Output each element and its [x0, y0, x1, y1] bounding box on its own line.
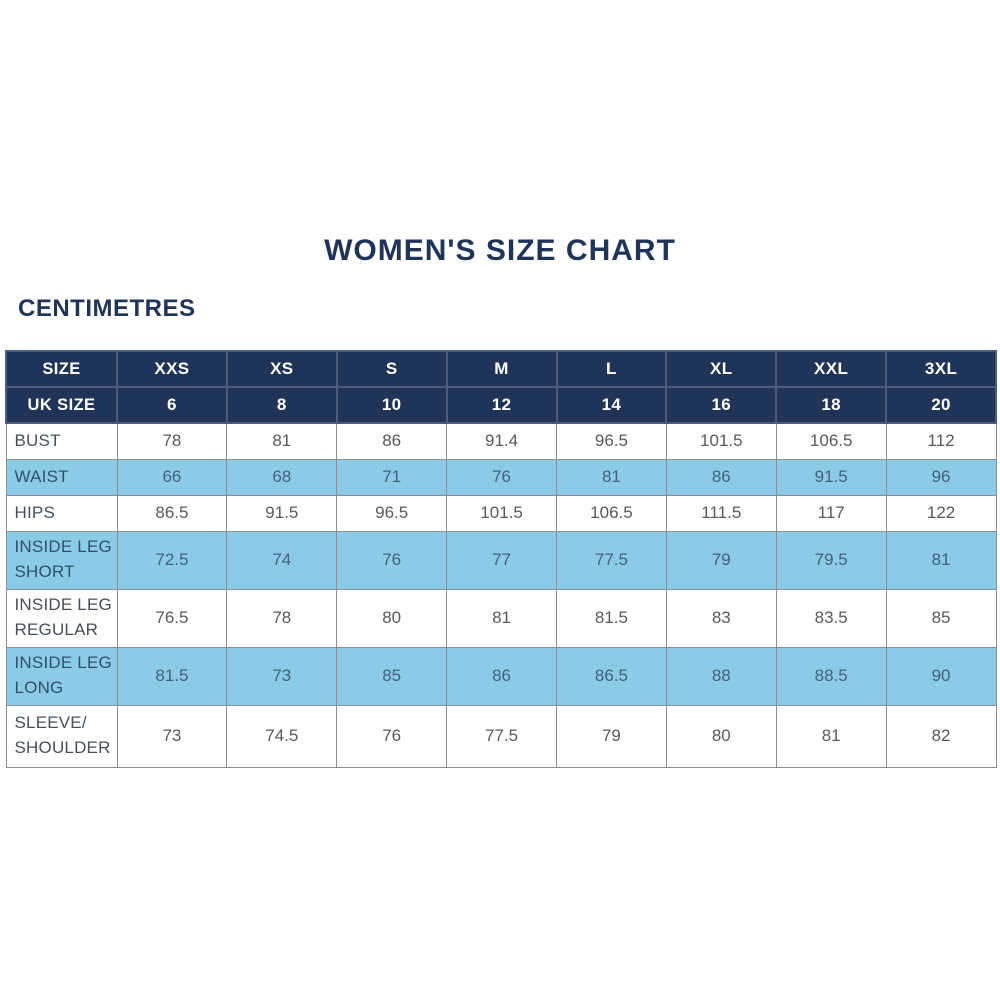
- measurement-value-cell: 111.5: [665, 494, 777, 532]
- measurement-value-cell: 81: [885, 530, 997, 590]
- table-header: SIZE XXS XS S M L XL XXL 3XL UK SIZE 6 8 10 12 14 16 18 2…: [5, 350, 997, 424]
- measurement-row-label: SLEEVE/ SHOULDER: [5, 704, 118, 768]
- measurement-value-cell: 85: [336, 646, 448, 706]
- measurement-value-cell: 77: [446, 530, 557, 590]
- uk-size-column-header: 6: [116, 386, 228, 424]
- size-header-label: SIZE: [5, 350, 118, 388]
- uk-size-column-header: 16: [665, 386, 778, 424]
- table-row: WAIST 66 68 71 76 81 86 91.5 96: [5, 458, 997, 496]
- measurement-value-cell: 91.5: [226, 494, 338, 532]
- measurement-value-cell: 81: [226, 422, 338, 460]
- measurement-value-cell: 86: [336, 422, 448, 460]
- size-column-header: 3XL: [885, 350, 997, 388]
- measurement-value-cell: 91.5: [775, 458, 887, 496]
- measurement-row-label: HIPS: [5, 494, 118, 532]
- measurement-value-cell: 79: [665, 530, 777, 590]
- uk-size-column-header: 20: [885, 386, 997, 424]
- measurement-value-cell: 83: [665, 588, 777, 648]
- table-row: SLEEVE/ SHOULDER 73 74.5 76 77.5 79 80 81 82: [5, 704, 997, 768]
- measurement-value-cell: 106.5: [775, 422, 887, 460]
- measurement-value-cell: 81: [446, 588, 557, 648]
- measurement-value-cell: 96.5: [336, 494, 448, 532]
- table-row: HIPS 86.5 91.5 96.5 101.5 106.5 111.5 117 122: [5, 494, 997, 532]
- unit-label: CENTIMETRES: [18, 295, 196, 322]
- size-column-header: XL: [665, 350, 778, 388]
- measurement-value-cell: 91.4: [446, 422, 557, 460]
- uk-size-header-label: UK SIZE: [5, 386, 118, 424]
- measurement-value-cell: 80: [336, 588, 448, 648]
- measurement-value-cell: 76.5: [116, 588, 228, 648]
- measurement-value-cell: 86.5: [116, 494, 228, 532]
- measurement-value-cell: 86: [665, 458, 777, 496]
- measurement-value-cell: 96: [885, 458, 997, 496]
- measurement-value-cell: 78: [226, 588, 338, 648]
- uk-size-column-header: 14: [555, 386, 668, 424]
- measurement-value-cell: 74: [226, 530, 338, 590]
- measurement-value-cell: 81: [556, 458, 667, 496]
- measurement-value-cell: 81.5: [556, 588, 667, 648]
- measurement-value-cell: 81.5: [116, 646, 228, 706]
- measurement-value-cell: 73: [226, 646, 338, 706]
- measurement-value-cell: 85: [885, 588, 997, 648]
- measurement-row-label: BUST: [5, 422, 118, 460]
- measurement-value-cell: 73: [116, 704, 228, 768]
- measurement-value-cell: 86: [446, 646, 557, 706]
- measurement-value-cell: 106.5: [556, 494, 667, 532]
- measurement-value-cell: 78: [116, 422, 228, 460]
- measurement-value-cell: 90: [885, 646, 997, 706]
- measurement-value-cell: 101.5: [665, 422, 777, 460]
- table-body: BUST 78 81 86 91.4 96.5 101.5 106.5 112 WAIST 66 68…: [5, 422, 997, 768]
- measurement-value-cell: 117: [775, 494, 887, 532]
- measurement-value-cell: 79.5: [775, 530, 887, 590]
- measurement-value-cell: 77.5: [446, 704, 557, 768]
- uk-size-column-header: 8: [225, 386, 338, 424]
- measurement-value-cell: 79: [556, 704, 667, 768]
- size-column-header: L: [555, 350, 668, 388]
- measurement-value-cell: 76: [336, 704, 448, 768]
- measurement-value-cell: 88.5: [775, 646, 887, 706]
- page-title: WOMEN'S SIZE CHART: [324, 234, 676, 267]
- table-row: INSIDE LEG REGULAR 76.5 78 80 81 81.5 83 83.5 85: [5, 588, 997, 648]
- uk-size-column-header: 10: [335, 386, 448, 424]
- measurement-value-cell: 74.5: [226, 704, 338, 768]
- size-chart-table: SIZE XXS XS S M L XL XXL 3XL UK SIZE 6 8 10 12 14 16 18 2…: [5, 350, 997, 768]
- measurement-row-label: INSIDE LEG SHORT: [5, 530, 118, 590]
- size-column-header: XXL: [775, 350, 888, 388]
- measurement-value-cell: 88: [665, 646, 777, 706]
- measurement-value-cell: 76: [446, 458, 557, 496]
- measurement-row-label: WAIST: [5, 458, 118, 496]
- measurement-value-cell: 86.5: [556, 646, 667, 706]
- measurement-value-cell: 101.5: [446, 494, 557, 532]
- size-column-header: XXS: [116, 350, 228, 388]
- size-column-header: S: [335, 350, 448, 388]
- size-column-header: XS: [225, 350, 338, 388]
- uk-size-column-header: 18: [775, 386, 888, 424]
- table-row: BUST 78 81 86 91.4 96.5 101.5 106.5 112: [5, 422, 997, 460]
- measurement-value-cell: 71: [336, 458, 448, 496]
- uk-size-column-header: 12: [445, 386, 558, 424]
- measurement-value-cell: 122: [885, 494, 997, 532]
- measurement-row-label: INSIDE LEG LONG: [5, 646, 118, 706]
- measurement-value-cell: 77.5: [556, 530, 667, 590]
- measurement-value-cell: 66: [116, 458, 228, 496]
- measurement-value-cell: 81: [775, 704, 887, 768]
- measurement-value-cell: 83.5: [775, 588, 887, 648]
- measurement-value-cell: 96.5: [556, 422, 667, 460]
- table-row: INSIDE LEG LONG 81.5 73 85 86 86.5 88 88.5 90: [5, 646, 997, 706]
- measurement-value-cell: 80: [665, 704, 777, 768]
- measurement-value-cell: 76: [336, 530, 448, 590]
- measurement-value-cell: 82: [885, 704, 997, 768]
- measurement-value-cell: 112: [885, 422, 997, 460]
- size-column-header: M: [445, 350, 558, 388]
- size-header-row: SIZE XXS XS S M L XL XXL 3XL: [5, 350, 997, 388]
- table-row: INSIDE LEG SHORT 72.5 74 76 77 77.5 79 79.5 81: [5, 530, 997, 590]
- uk-size-header-row: UK SIZE 6 8 10 12 14 16 18 20: [5, 386, 997, 424]
- measurement-value-cell: 68: [226, 458, 338, 496]
- measurement-value-cell: 72.5: [116, 530, 228, 590]
- measurement-row-label: INSIDE LEG REGULAR: [5, 588, 118, 648]
